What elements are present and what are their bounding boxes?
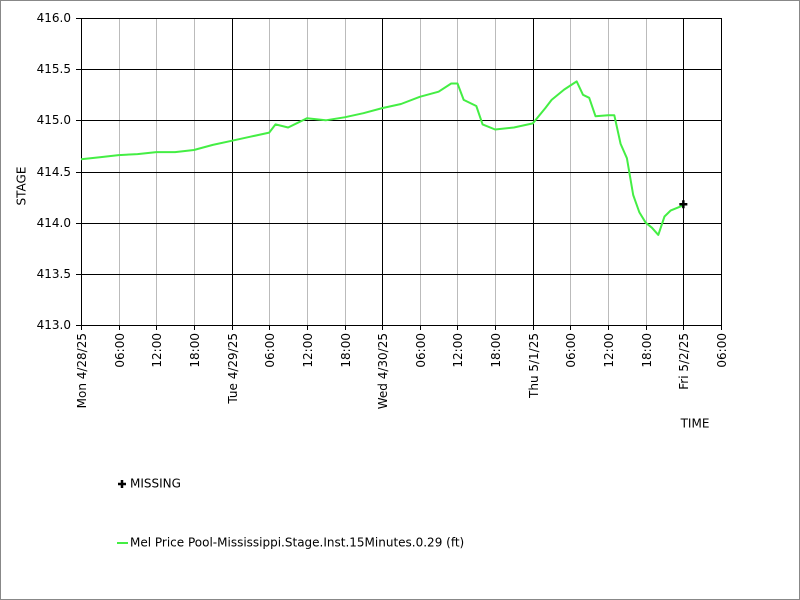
x-tick-label: 18:00	[188, 333, 202, 368]
x-tick-label: 12:00	[301, 333, 315, 368]
series-line	[80, 80, 684, 236]
legend-label: Mel Price Pool-Mississippi.Stage.Inst.15…	[130, 536, 464, 550]
y-tick-label: 414.0	[37, 216, 71, 230]
missing-marker	[679, 200, 688, 209]
y-tick-label: 413.5	[37, 267, 71, 281]
x-tick-label: 06:00	[715, 333, 729, 368]
x-tick-label: Fri 5/2/25	[677, 333, 691, 390]
legend-marker	[118, 480, 126, 488]
x-tick-label: Tue 4/29/25	[226, 333, 240, 405]
x-tick-label: 18:00	[339, 333, 353, 368]
x-tick-label: 06:00	[263, 333, 277, 368]
x-tick-label: Wed 4/30/25	[376, 333, 390, 409]
y-tick-label: 416.0	[37, 11, 71, 25]
x-tick-label: 06:00	[564, 333, 578, 368]
x-tick-label: Thu 5/1/25	[527, 333, 541, 399]
x-tick-label: 06:00	[414, 333, 428, 368]
legend-label: MISSING	[130, 477, 181, 491]
y-tick-label: 415.5	[37, 62, 71, 76]
x-tick-label: 06:00	[113, 333, 127, 368]
x-tick-label: 18:00	[489, 333, 503, 368]
plot-frame	[81, 18, 722, 326]
x-tick-label: Mon 4/28/25	[75, 333, 89, 408]
y-tick-label: 413.0	[37, 318, 71, 332]
y-tick-label: 415.0	[37, 113, 71, 127]
x-tick-label: 12:00	[150, 333, 164, 368]
x-tick-label: 18:00	[640, 333, 654, 368]
x-axis-label: TIME	[680, 417, 710, 431]
y-axis-label: STAGE	[15, 167, 29, 206]
x-tick-label: 12:00	[602, 333, 616, 368]
y-tick-label: 414.5	[37, 165, 71, 179]
x-tick-label: 12:00	[451, 333, 465, 368]
